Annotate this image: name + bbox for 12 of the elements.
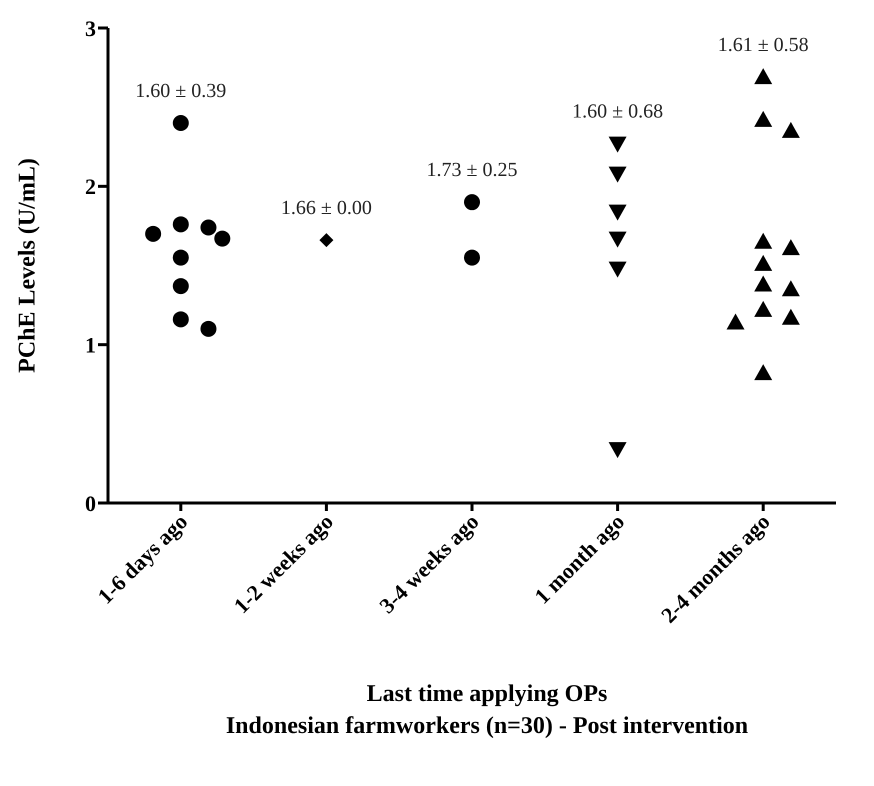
annotation: 1.60 ± 0.39 <box>135 80 226 102</box>
y-tick-label: 3 <box>85 16 96 41</box>
y-tick-label: 0 <box>85 490 96 516</box>
y-axis-title: PChE Levels (U/mL) <box>14 158 41 373</box>
y-tick-label: 2 <box>85 174 96 200</box>
annotation: 1.60 ± 0.68 <box>572 100 664 123</box>
annotation: 1.73 ± 0.25 <box>426 159 518 182</box>
y-tick-label: 1 <box>85 332 96 358</box>
annotation: 1.66 ± 0.00 <box>280 197 372 220</box>
x-axis-title: Last time applying OPs <box>366 680 608 709</box>
text: Indonesian farmworkers (n=30) - Post intervention <box>224 712 750 741</box>
annotation: 1.61 ± 0.58 <box>718 34 809 56</box>
